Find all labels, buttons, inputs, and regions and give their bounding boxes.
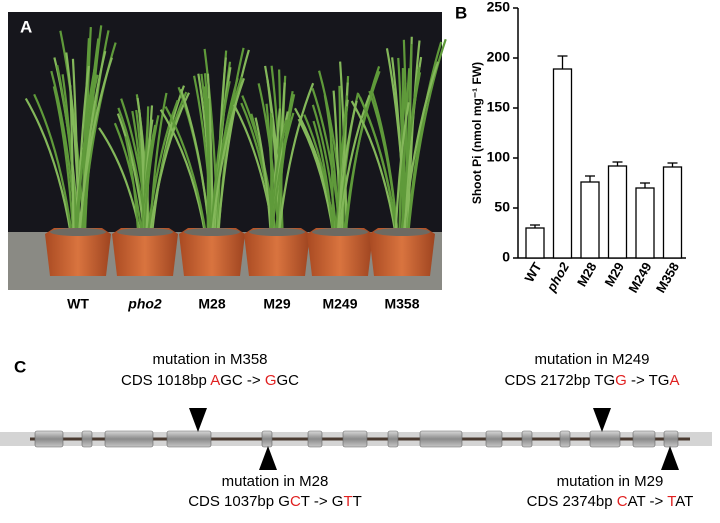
mutation-detail: CDS 1037bp GCT -> GTT <box>188 493 362 510</box>
mutation-text: GC <box>277 372 300 389</box>
mutation-text: AT <box>675 493 693 510</box>
y-axis-label: Shoot Pi (nmol mg⁻¹ FW) <box>470 62 484 204</box>
y-tick-label: 50 <box>494 199 510 215</box>
mutation-text: C <box>290 493 301 510</box>
mutation-title: mutation in M29 <box>557 473 664 490</box>
x-tick-label: M28 <box>574 260 600 289</box>
arrowhead <box>661 446 679 470</box>
exon <box>388 431 398 447</box>
mutation-detail: CDS 1018bp AGC -> GGC <box>121 372 299 389</box>
arrowhead <box>593 408 611 432</box>
exon <box>560 431 570 447</box>
bar-chart: 0 50 100 150 200 250 Shoot Pi (nmol mg⁻¹ FW) WT… <box>470 0 686 295</box>
bar <box>664 167 682 258</box>
mutation-text: CDS 1037bp G <box>188 493 290 510</box>
photo-label: M358 <box>384 296 419 312</box>
x-tick-label: pho2 <box>543 259 572 295</box>
soil <box>312 228 368 236</box>
exon <box>82 431 92 447</box>
exon <box>420 431 462 447</box>
x-tick-label: M358 <box>653 260 682 296</box>
exon <box>167 431 211 447</box>
photo-label: M29 <box>263 296 290 312</box>
mutation-title: mutation in M28 <box>222 473 329 490</box>
mutation-text: T -> G <box>301 493 344 510</box>
y-tick-label: 200 <box>487 49 511 65</box>
x-tick-label: M29 <box>601 260 627 289</box>
bar <box>609 166 627 258</box>
mutation-text: A <box>669 372 679 389</box>
gene-model <box>0 431 712 447</box>
exon <box>35 431 63 447</box>
mutation-text: -> TG <box>627 372 670 389</box>
exon <box>343 431 367 447</box>
exon <box>633 431 655 447</box>
exon <box>308 431 322 447</box>
bar <box>554 69 572 258</box>
soil <box>117 228 173 236</box>
mutation-text: GC -> <box>220 372 265 389</box>
arrowhead <box>189 408 207 432</box>
y-tick-label: 150 <box>487 99 511 115</box>
y-tick-label: 100 <box>487 149 511 165</box>
x-tick-label: WT <box>521 260 544 285</box>
soil <box>184 228 240 236</box>
exon <box>590 431 620 447</box>
mutation-title: mutation in M249 <box>534 351 649 368</box>
mutation-text: A <box>210 372 220 389</box>
mutation-text: C <box>617 493 628 510</box>
soil <box>50 228 106 236</box>
arrowhead <box>259 446 277 470</box>
y-tick-label: 250 <box>487 0 511 15</box>
exon <box>486 431 502 447</box>
mutation-text: G <box>615 372 627 389</box>
mutation-detail: CDS 2172bp TGG -> TGA <box>505 372 680 389</box>
bar <box>636 188 654 258</box>
panel-label: A <box>20 17 32 36</box>
exon <box>522 431 532 447</box>
exon <box>262 431 272 447</box>
x-tick-label: M249 <box>625 260 654 296</box>
mutation-text: CDS 2374bp <box>527 493 617 510</box>
plant-photo <box>8 12 446 290</box>
photo-label: M28 <box>198 296 225 312</box>
photo-label: pho2 <box>127 296 162 312</box>
mutation-detail: CDS 2374bp CAT -> TAT <box>527 493 694 510</box>
soil <box>249 228 305 236</box>
y-tick-label: 0 <box>502 249 510 265</box>
exon <box>664 431 678 447</box>
bar <box>526 228 544 258</box>
soil <box>374 228 430 236</box>
exon <box>105 431 153 447</box>
photo-label: WT <box>67 296 89 312</box>
panel-label: B <box>455 3 467 22</box>
mutation-text: G <box>265 372 277 389</box>
mutation-title: mutation in M358 <box>152 351 267 368</box>
mutation-text: CDS 2172bp TG <box>505 372 616 389</box>
photo-label: M249 <box>322 296 357 312</box>
bar <box>581 182 599 258</box>
mutation-text: CDS 1018bp <box>121 372 210 389</box>
mutation-text: AT -> <box>628 493 668 510</box>
panel-label: C <box>14 357 26 376</box>
mutation-text: T <box>343 493 352 510</box>
mutation-text: T <box>353 493 362 510</box>
